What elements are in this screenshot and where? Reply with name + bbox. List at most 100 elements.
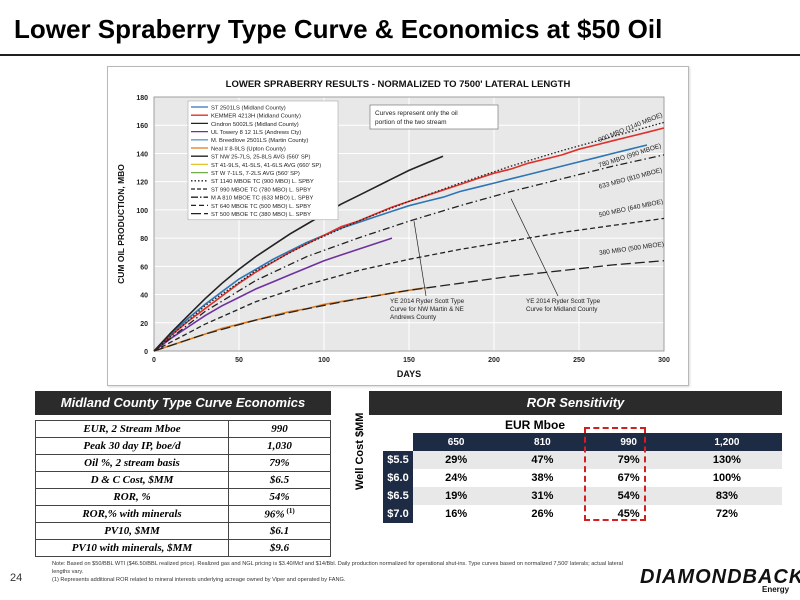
legend-entry: Neal # 8-9LS (Upton County) <box>211 146 286 152</box>
ror-cell: 19% <box>413 487 500 505</box>
well-cost-label: Well Cost $MM <box>354 412 366 490</box>
x-tick-label: 0 <box>152 357 156 364</box>
legend-entry: ST W 7-1LS, 7-2LS AVG (560' SP) <box>211 171 300 177</box>
econ-label: Oil %, 2 stream basis <box>35 454 229 472</box>
econ-label: PV10, $MM <box>35 522 229 540</box>
x-tick-label: 200 <box>488 357 500 364</box>
legend-entry: ST 990 MBOE TC (780 MBO) L. SPBY <box>211 187 311 193</box>
chart-panel: ST 2501LS (Midland County) KEMMER 4213H (… <box>107 66 689 386</box>
econ-row: ROR,% with minerals 96% (1) <box>35 505 331 523</box>
callout-midland: YE 2014 Ryder Scott Type Curve for Midlan… <box>526 298 601 313</box>
x-tick-label: 300 <box>658 357 670 364</box>
series-line-5 <box>153 121 665 352</box>
econ-value: 1,030 <box>267 440 292 452</box>
ror-cell: 100% <box>671 469 782 487</box>
econ-value-cell: $6.1 <box>228 522 331 540</box>
econ-label: Peak 30 day IP, boe/d <box>35 437 229 455</box>
footnotes: Note: Based on $50/BBL WTI ($46.50/BBL r… <box>52 560 632 584</box>
econ-value: 990 <box>271 423 288 435</box>
title-divider <box>0 54 800 56</box>
ror-sensitivity-table: 650 810 990 1,200 $5.5 29% 47% 79% 130% $6.0 24% 3… <box>383 433 782 523</box>
company-logo: DIAMONDBACK <box>640 566 800 588</box>
econ-value-cell: 54% <box>228 488 331 506</box>
legend-entry: ST 1140 MBOE TC (900 MBO) L. SPBY <box>211 179 314 185</box>
plot-border <box>153 96 665 352</box>
econ-value-cell: 96% (1) <box>228 505 331 523</box>
legend: ST 2501LS (Midland County) KEMMER 4213H (… <box>187 100 339 221</box>
page-number: 24 <box>10 572 23 584</box>
chart-title: LOWER SPRABERRY RESULTS - NORMALIZED TO … <box>226 79 571 90</box>
legend-entry: ST 500 MBOE TC (380 MBO) L. SPBY <box>211 212 311 218</box>
econ-label: ROR,% with minerals <box>35 505 229 523</box>
series-line-6 <box>153 154 665 352</box>
y-tick-label: 20 <box>140 321 148 328</box>
eur-label: EUR Mboe <box>505 418 565 432</box>
ror-cell: 67% <box>585 469 672 487</box>
y-tick-label: 60 <box>140 264 148 271</box>
y-tick-label: 120 <box>136 180 148 187</box>
ror-cell: 54% <box>585 487 672 505</box>
y-tick-label: 40 <box>140 293 148 300</box>
production-chart: ST 2501LS (Midland County) KEMMER 4213H (… <box>108 67 688 385</box>
ror-cell: 16% <box>413 505 500 523</box>
econ-value: 79% <box>269 457 290 469</box>
callout-arrow-nw <box>413 221 427 297</box>
ror-row-header: $7.0 <box>383 505 413 523</box>
econ-row: D & C Cost, $MM $6.5 <box>35 471 331 489</box>
econ-row: PV10, $MM $6.1 <box>35 522 331 540</box>
y-tick-label: 0 <box>144 349 148 356</box>
ror-row: $5.5 29% 47% 79% 130% <box>383 451 782 469</box>
x-tick-label: 150 <box>403 357 415 364</box>
ror-row: $6.5 19% 31% 54% 83% <box>383 487 782 505</box>
ror-col-header: 990 <box>585 433 672 451</box>
annotation-box <box>369 104 499 130</box>
highlight-box <box>584 427 646 521</box>
x-axis-label: DAYS <box>397 369 421 379</box>
econ-label: D & C Cost, $MM <box>35 471 229 489</box>
econ-value: 96% <box>264 508 285 521</box>
econ-value-cell: 990 <box>228 420 331 438</box>
ror-cell: 24% <box>413 469 500 487</box>
ror-row-header: $5.5 <box>383 451 413 469</box>
company-logo-sub: Energy <box>762 585 790 594</box>
econ-row: EUR, 2 Stream Mboe 990 <box>35 420 331 438</box>
ror-cell: 26% <box>499 505 586 523</box>
legend-entry: M. Breedlove 2501LS (Martin County) <box>211 138 308 144</box>
footnote-2: (1) Represents additional ROR related to… <box>52 577 346 583</box>
econ-value-cell: 79% <box>228 454 331 472</box>
ror-row-header: $6.5 <box>383 487 413 505</box>
econ-value-cell: $9.6 <box>228 539 331 557</box>
ror-cell: 38% <box>499 469 586 487</box>
ror-col-header: 1,200 <box>671 433 782 451</box>
callout-nw-martin: YE 2014 Ryder Scott Type Curve for NW Mar… <box>390 298 465 321</box>
legend-entry: ST 2501LS (Midland County) <box>211 105 286 111</box>
series-line-3 <box>153 237 393 352</box>
econ-value: $6.1 <box>269 525 290 537</box>
page-title: Lower Spraberry Type Curve & Economics a… <box>14 14 663 44</box>
econ-label: PV10 with minerals, $MM <box>35 539 229 557</box>
ror-corner <box>383 433 413 451</box>
y-tick-label: 80 <box>140 236 148 243</box>
axis-ticks: 0 20 40 60 80 100 120 140 160 180 0 50 100 150 200 250 3… <box>136 95 670 364</box>
series-line-2 <box>153 155 444 352</box>
series-layer <box>153 121 665 352</box>
econ-value: 54% <box>269 491 290 503</box>
y-tick-label: 180 <box>136 95 148 102</box>
midland-table-header: Midland County Type Curve Economics <box>35 391 331 415</box>
econ-label: EUR, 2 Stream Mboe <box>35 420 229 438</box>
econ-value: $6.5 <box>269 474 290 486</box>
ror-cell: 79% <box>585 451 672 469</box>
ror-cell: 31% <box>499 487 586 505</box>
legend-entry: ST NW 25-7LS, 25-8LS AVG (560' SP) <box>211 155 311 161</box>
legend-entry: M A 810 MBOE TC (633 MBO) L. SPBY <box>211 196 313 202</box>
midland-economics-table: EUR, 2 Stream Mboe 990 Peak 30 day IP, boe… <box>35 420 331 557</box>
x-tick-label: 100 <box>318 357 330 364</box>
ror-cell: 130% <box>671 451 782 469</box>
ror-cell: 45% <box>585 505 672 523</box>
ror-row-header: $6.0 <box>383 469 413 487</box>
econ-row: Oil %, 2 stream basis 79% <box>35 454 331 472</box>
legend-box <box>187 100 339 221</box>
ror-cell: 29% <box>413 451 500 469</box>
econ-row: Peak 30 day IP, boe/d 1,030 <box>35 437 331 455</box>
legend-entry: KEMMER 4213H (Midland County) <box>211 114 301 120</box>
